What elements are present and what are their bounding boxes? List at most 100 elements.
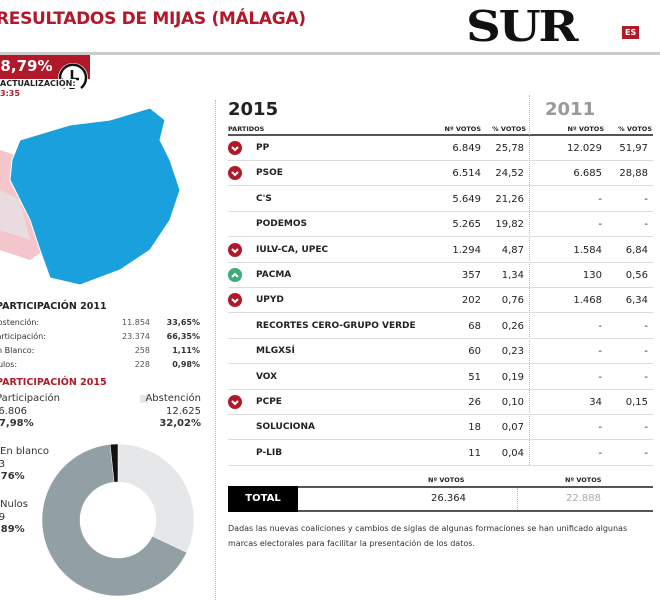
- party-pct: 0,07: [501, 422, 524, 434]
- party-votes-2011: -: [598, 447, 602, 459]
- party-pct: 4,87: [501, 244, 524, 256]
- participation-2015-title: PARTICIPACIÓN 2015: [0, 377, 107, 388]
- p2011-votes: 23.374: [122, 332, 150, 341]
- party-pct-2011: 28,88: [619, 168, 648, 180]
- p2011-pct: 33,65%: [166, 318, 200, 327]
- header-pct: % VOTOS: [492, 125, 526, 133]
- blank-label: En blanco: [0, 446, 50, 457]
- p2011-votes: 228: [134, 360, 150, 369]
- party-pct-2011: 6,34: [625, 295, 648, 307]
- party-votes-2011: -: [598, 219, 602, 231]
- p2011-pct: 1,11%: [172, 346, 200, 355]
- party-row: PP 6.849 25,78 12.029 51,97: [228, 136, 653, 161]
- trend-down-icon: [228, 242, 242, 257]
- sur-logo: SUR: [466, 2, 579, 51]
- party-votes-2011: 12.029: [567, 143, 602, 154]
- party-row: MLGXSÍ 60 0,23 - -: [228, 339, 653, 365]
- divider: [0, 52, 660, 55]
- party-pct: 1,34: [501, 270, 524, 281]
- party-votes: 18: [468, 422, 481, 434]
- party-votes: 1.294: [452, 244, 481, 256]
- year-2015: 2015: [228, 99, 279, 120]
- p2011-label: Abstención:: [0, 318, 40, 327]
- abstention-votes: 12.625: [166, 406, 201, 417]
- party-row: RECORTES CERO-GRUPO VERDE 68 0,26 - -: [228, 314, 653, 339]
- party-pct-2011: -: [644, 320, 648, 332]
- total-votes-2011: 22.888: [566, 493, 601, 504]
- party-votes: 5.649: [452, 193, 481, 205]
- party-row: PCPE 26 0,10 34 0,15: [228, 390, 653, 415]
- party-pct: 0,23: [501, 346, 524, 358]
- total-label: TOTAL: [228, 486, 298, 512]
- p2011-votes: 258: [134, 346, 150, 355]
- party-name: RECORTES CERO-GRUPO VERDE: [256, 320, 416, 331]
- party-row: UPYD 202 0,76 1.468 6,34: [228, 288, 653, 314]
- header-pct-2011: % VOTOS: [618, 125, 652, 133]
- party-votes-2011: -: [598, 193, 602, 205]
- donut-slice-abstenci-n: [117, 443, 195, 553]
- party-votes-2011: 1.584: [573, 244, 602, 256]
- party-pct-2011: -: [644, 219, 648, 231]
- party-votes-2011: -: [598, 346, 602, 358]
- p2011-label: En Blanco:: [0, 346, 35, 355]
- null-label: Nulos: [0, 499, 28, 510]
- year-divider: [529, 95, 530, 465]
- clock-refresh-icon[interactable]: [56, 61, 90, 95]
- party-votes-2011: 34: [589, 397, 602, 408]
- party-votes-2011: -: [598, 371, 602, 383]
- p2011-votes: 11.854: [122, 318, 150, 327]
- participation-label: Participación: [0, 393, 61, 404]
- party-row: PODEMOS 5.265 19,82 - -: [228, 212, 653, 238]
- party-name: PACMA: [256, 270, 292, 280]
- p2011-label: Participación:: [0, 332, 46, 341]
- header-party: PARTIDOS: [228, 125, 265, 133]
- party-pct-2011: -: [644, 422, 648, 434]
- party-pct-2011: 0,56: [625, 270, 648, 281]
- total-votes-2011-header: Nº VOTOS: [565, 476, 602, 484]
- p2011-label: Nulos:: [0, 360, 18, 369]
- party-pct-2011: -: [644, 371, 648, 383]
- update-time: 3:35: [0, 89, 20, 98]
- party-name: PODEMOS: [256, 219, 307, 230]
- total-votes: 26.364: [431, 493, 466, 504]
- abstention-swatch: [140, 395, 148, 403]
- party-row: C'S 5.649 21,26 - -: [228, 187, 653, 212]
- column-divider: [215, 100, 216, 600]
- party-pct-2011: -: [644, 193, 648, 205]
- trend-down-icon: [228, 293, 242, 308]
- logo-suffix: ES: [622, 26, 640, 39]
- party-pct-2011: 6,84: [625, 244, 648, 256]
- party-pct-2011: -: [644, 346, 648, 358]
- party-votes: 68: [468, 320, 481, 332]
- party-pct: 21,26: [495, 193, 524, 205]
- party-pct: 0,26: [501, 320, 524, 332]
- party-pct-2011: -: [644, 447, 648, 459]
- trend-up-icon: [228, 268, 242, 282]
- party-row: PSOE 6.514 24,52 6.685 28,88: [228, 161, 653, 187]
- abstention-pct: 32,02%: [159, 418, 201, 429]
- donut-slice-en-blanco-nulos: [109, 443, 119, 483]
- party-pct: 24,52: [495, 168, 524, 180]
- party-votes-2011: 6.685: [573, 168, 602, 180]
- party-votes: 357: [461, 270, 481, 281]
- participation-votes: 26.806: [0, 406, 27, 417]
- update-label: ACTUALIZACIÓN:: [0, 79, 76, 88]
- p2011-pct: 66,35%: [166, 332, 200, 341]
- party-votes: 11: [468, 447, 481, 459]
- party-name: VOX: [256, 371, 278, 382]
- party-votes-2011: 1.468: [573, 295, 602, 307]
- party-votes-2011: -: [598, 422, 602, 434]
- party-row: VOX 51 0,19 - -: [228, 365, 653, 390]
- page-title: RESULTADOS DE MIJAS (MÁLAGA): [0, 9, 306, 29]
- total-row: TOTAL 26.364 22.888: [228, 486, 653, 512]
- party-name: UPYD: [256, 295, 284, 306]
- party-votes-2011: -: [598, 320, 602, 332]
- total-divider: [517, 488, 518, 510]
- party-pct: 19,82: [495, 219, 524, 231]
- total-votes-header: Nº VOTOS: [428, 476, 465, 484]
- null-pct: 0,89%: [0, 524, 25, 535]
- participation-pct: 67,98%: [0, 418, 34, 429]
- party-votes: 60: [468, 346, 481, 358]
- municipality-map[interactable]: [0, 100, 202, 290]
- year-2011: 2011: [545, 99, 596, 120]
